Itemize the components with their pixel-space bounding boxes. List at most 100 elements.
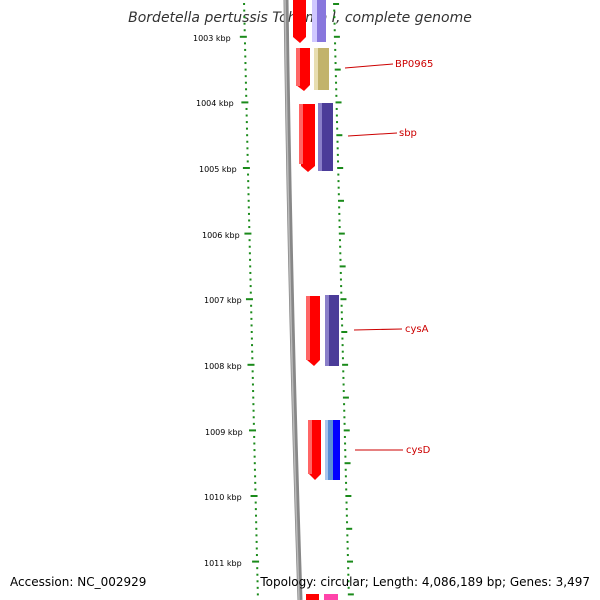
tick-mark (344, 468, 347, 471)
tick-mark (250, 495, 258, 497)
gene-feature-red[interactable] (306, 594, 319, 600)
tick-mark (245, 298, 253, 301)
tick-mark (342, 396, 349, 399)
tick-mark (249, 278, 252, 281)
kbp-label-1003: 1003 kbp (193, 34, 231, 43)
gene-label-sbp[interactable]: sbp (399, 128, 417, 139)
tick-mark (244, 81, 247, 84)
kbp-label-1010: 1010 kbp (204, 493, 242, 502)
tick-mark (335, 107, 338, 110)
tick-mark (340, 304, 343, 307)
tick-mark (244, 232, 252, 235)
kbp-label-1004: 1004 kbp (196, 99, 234, 108)
tick-mark (334, 62, 337, 65)
tick-mark (251, 344, 254, 347)
tick-mark (242, 167, 250, 169)
tick-mark (249, 258, 252, 261)
kbp-label-1005: 1005 kbp (199, 165, 237, 174)
tick-mark (347, 586, 350, 589)
kbp-label-1011: 1011 kbp (204, 559, 242, 568)
gene-feature-blue[interactable] (333, 420, 340, 480)
kbp-label-1006: 1006 kbp (202, 231, 240, 240)
tick-mark (243, 29, 246, 32)
tick-mark (253, 449, 256, 452)
tick-mark (337, 180, 340, 183)
tick-mark (337, 173, 340, 176)
tick-mark (335, 94, 338, 97)
tick-mark (334, 48, 337, 51)
tick-mark (338, 206, 341, 209)
tick-mark (254, 481, 257, 484)
tick-mark (247, 363, 255, 366)
tick-mark (345, 501, 348, 504)
tick-mark (333, 22, 336, 25)
tick-mark (255, 534, 258, 537)
tick-mark (343, 409, 346, 412)
tick-mark (343, 429, 350, 432)
tick-mark (341, 357, 344, 360)
tick-mark (333, 9, 336, 12)
tick-mark (251, 370, 254, 373)
tick-mark (255, 547, 258, 550)
tick-mark (341, 337, 344, 340)
gene-feature-pink[interactable] (324, 594, 338, 600)
tick-mark (340, 317, 343, 320)
tick-mark (243, 9, 246, 12)
right-tick-column (333, 3, 354, 596)
tick-mark (255, 521, 258, 524)
tick-mark (344, 462, 351, 465)
tick-mark (256, 580, 259, 583)
tick-mark (250, 324, 253, 327)
tick-mark (334, 75, 337, 78)
tick-mark (346, 554, 349, 557)
tick-mark (256, 593, 259, 596)
tick-mark (340, 285, 343, 288)
tick-mark (250, 304, 253, 307)
tick-mark (345, 481, 348, 484)
tick-mark (339, 278, 342, 281)
tick-mark (344, 475, 347, 478)
tick-mark (335, 101, 342, 104)
tick-mark (340, 298, 347, 301)
tick-mark (335, 114, 338, 117)
tick-mark (252, 403, 255, 406)
tick-mark (243, 3, 246, 5)
kbp-label-1009: 1009 kbp (205, 428, 243, 437)
gene-label-cysd[interactable]: cysD (406, 445, 431, 456)
tick-mark (252, 396, 255, 399)
tick-mark (345, 514, 348, 517)
tick-mark (254, 475, 257, 478)
tick-mark (241, 101, 249, 104)
tick-mark (338, 232, 345, 235)
tick-mark (337, 167, 344, 169)
tick-mark (345, 508, 348, 511)
tick-mark (341, 350, 344, 353)
tick-mark (334, 55, 337, 58)
gene-feature-lightblue[interactable] (325, 420, 333, 480)
tick-mark (251, 383, 254, 386)
gene-feature-red[interactable] (293, 0, 306, 43)
tick-mark (244, 48, 247, 51)
tick-mark (247, 206, 250, 209)
tick-mark (248, 219, 251, 222)
tick-mark (336, 121, 339, 124)
tick-mark (340, 291, 343, 294)
tick-mark (244, 68, 247, 71)
tick-mark (344, 455, 347, 458)
gene-label-bp0965[interactable]: BP0965 (395, 59, 433, 70)
tick-mark (249, 291, 252, 294)
tick-mark (251, 357, 254, 360)
tick-mark (339, 245, 342, 248)
gene-label-cysa[interactable]: cysA (405, 324, 429, 335)
tick-mark (336, 140, 339, 143)
tick-mark (333, 16, 336, 19)
tick-mark (342, 363, 349, 366)
tick-mark (347, 567, 350, 570)
tick-mark (246, 134, 249, 137)
tick-mark (247, 173, 250, 176)
tick-mark (250, 311, 253, 314)
tick-mark (340, 311, 343, 314)
tick-mark (244, 62, 247, 65)
tick-mark (253, 442, 256, 445)
tick-mark (245, 127, 248, 130)
